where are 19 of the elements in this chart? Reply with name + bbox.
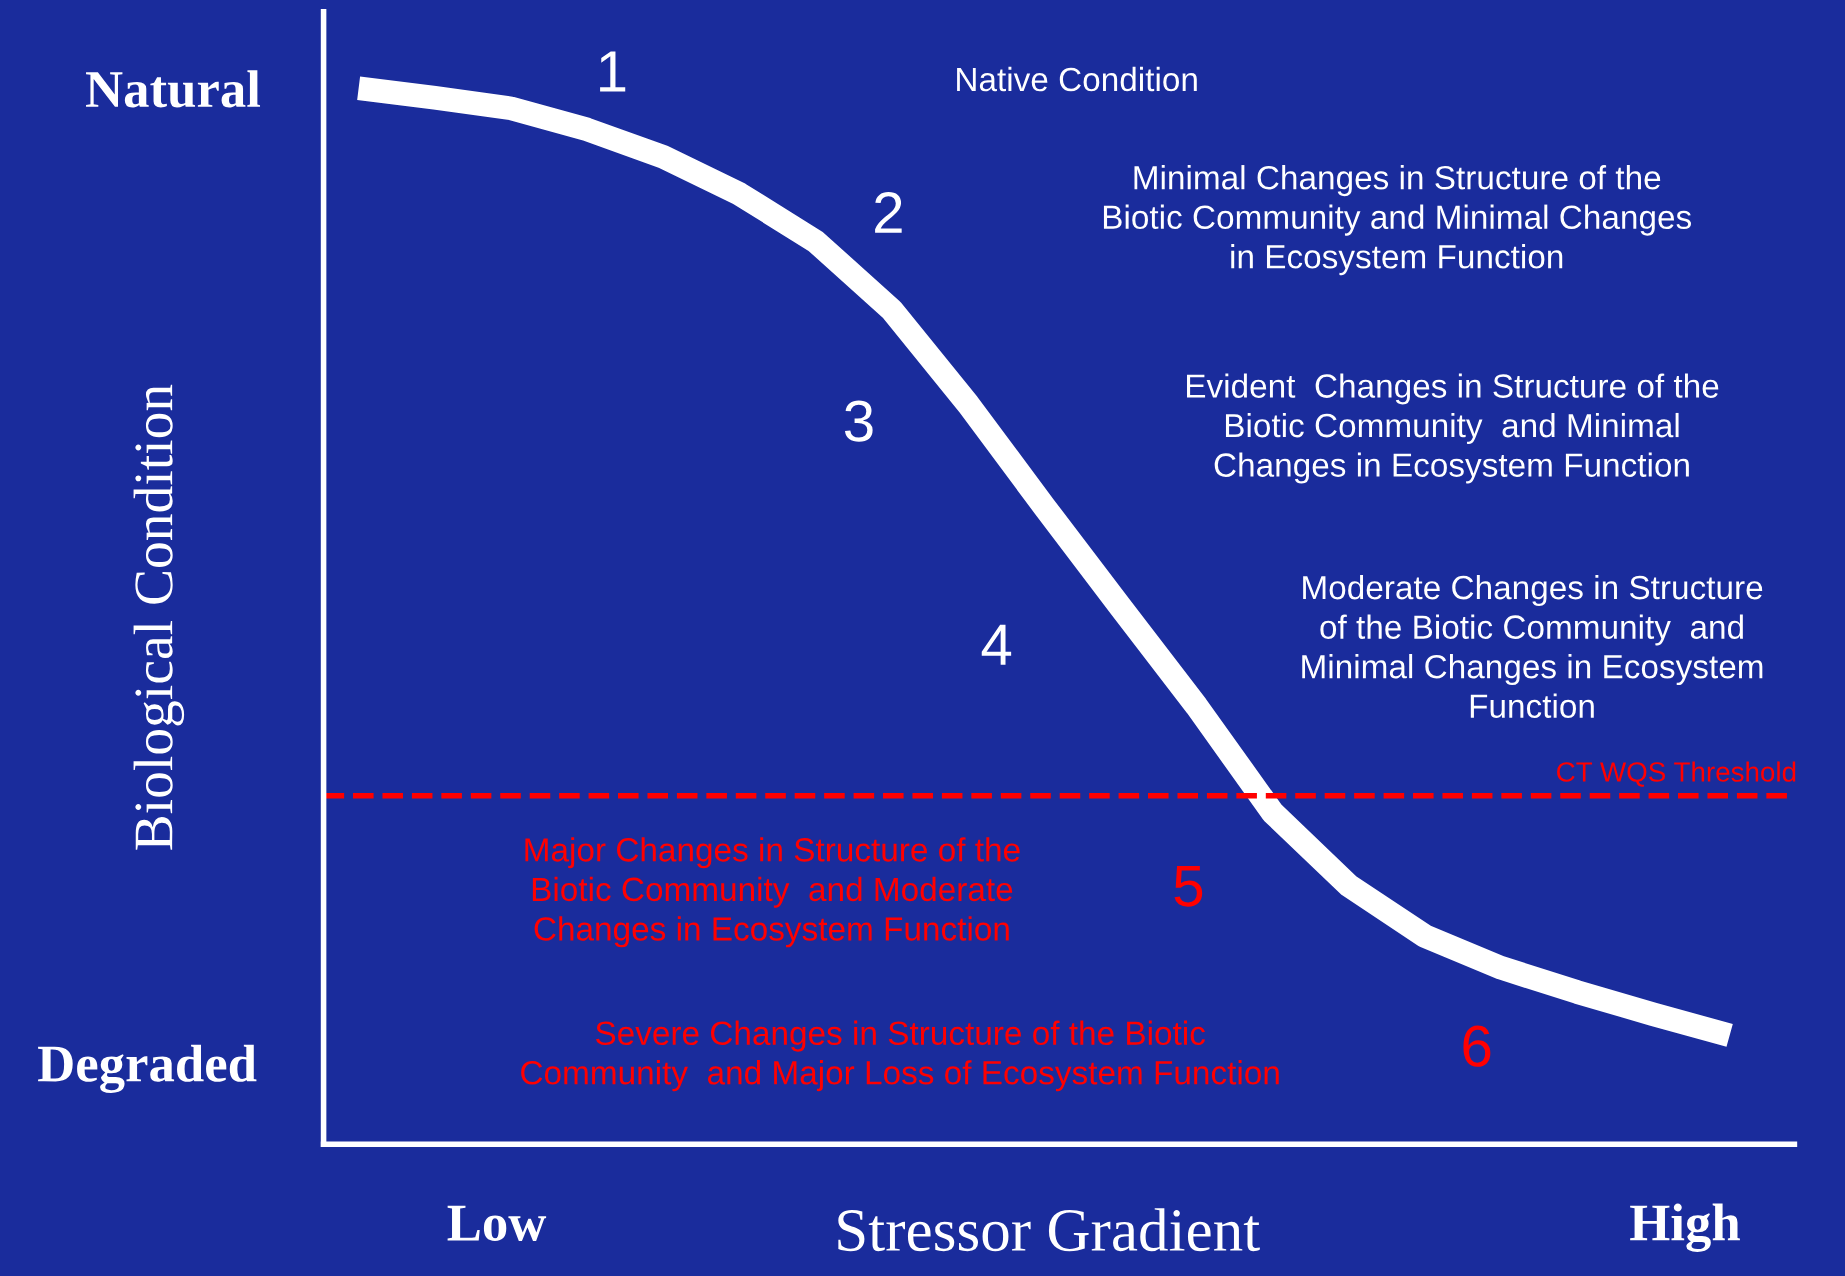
text: Low xyxy=(447,1205,547,1241)
annotation: 1 xyxy=(600,51,626,92)
annotation: Native Condition xyxy=(957,66,1197,92)
annotation: Moderate Changes in Structure of the Biotic Community and Minimal Changes in Ecosystem Function xyxy=(1302,574,1763,719)
annotation: 6 xyxy=(1463,1025,1491,1067)
annotation: 5 xyxy=(1174,866,1203,907)
annotation: 4 xyxy=(981,624,1012,665)
text: Degraded xyxy=(38,1044,257,1093)
annotation: Minimal Changes in Structure of the Biotic Community and Minimal Changes in Ecosystem Function xyxy=(1103,165,1691,276)
annotation: Major Changes in Structure of the Biotic Community and Moderate Changes in Ecosystem Function xyxy=(525,837,1020,948)
annotation: Evident Changes in Structure of the Biotic Community and Minimal Changes in Ecosystem Function xyxy=(1187,373,1719,484)
ref-line-label: CT WQS Threshold xyxy=(1557,761,1796,787)
annotation: Severe Changes in Structure of the Biotic Community and Major Loss of Ecosystem Function xyxy=(521,1020,1279,1092)
text: Natural xyxy=(86,70,261,108)
y-axis-title: Biological Condition xyxy=(133,384,185,850)
annotation: 3 xyxy=(844,400,873,442)
annotation: 2 xyxy=(875,192,902,233)
x-axis-title: Stressor Gradient xyxy=(838,1208,1260,1252)
text: High xyxy=(1630,1203,1740,1252)
